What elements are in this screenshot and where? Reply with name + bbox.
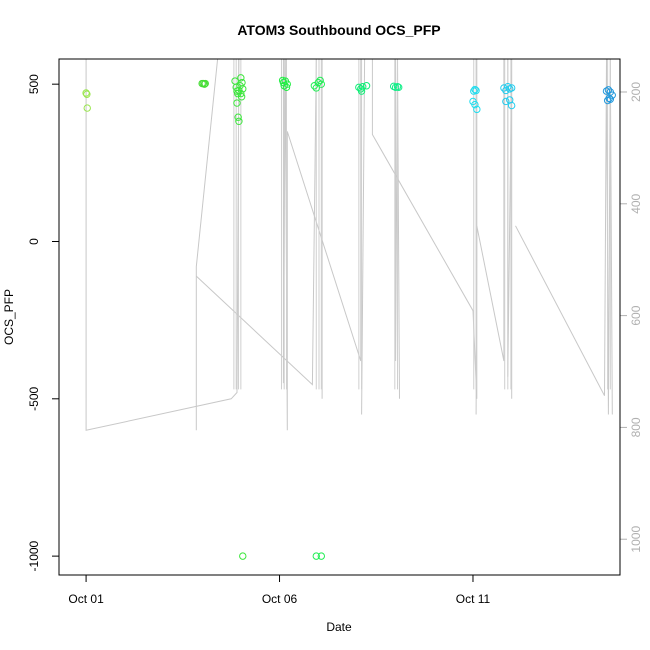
track-line: [282, 58, 362, 431]
data-point: [237, 89, 245, 98]
y-tick-label: 500: [27, 74, 41, 94]
x-tick-label: Oct 06: [262, 592, 298, 606]
data-point: [282, 83, 291, 92]
track-line: [395, 58, 400, 399]
data-point: [471, 85, 479, 94]
x-tick-label: Oct 11: [456, 592, 491, 606]
data-point: [83, 90, 91, 98]
data-point: [502, 97, 510, 106]
data-point: [237, 74, 245, 82]
x-axis: Oct 01 Oct 06 Oct 11: [68, 575, 491, 606]
right-tick-label: 600: [629, 305, 643, 325]
data-points: [82, 74, 616, 560]
right-tick-label: 1000: [629, 526, 643, 553]
data-point: [237, 93, 246, 101]
x-axis-label: Date: [326, 620, 352, 634]
track-line: [195, 58, 219, 431]
data-point: [394, 83, 403, 92]
data-point: [471, 100, 479, 109]
y-axis: 500 0 -500 -1000: [27, 74, 59, 571]
y-tick-label: 0: [27, 238, 41, 245]
data-point: [239, 552, 247, 560]
data-point: [234, 113, 242, 121]
plot-frame: [58, 58, 621, 576]
track-line: [195, 58, 317, 386]
y-axis-label: OCS_PFP: [2, 289, 16, 345]
data-point: [83, 104, 91, 112]
data-point: [283, 80, 291, 88]
data-point: [201, 79, 209, 88]
data-point: [312, 552, 320, 560]
right-axis: 200 400 600 800 1000: [620, 82, 643, 553]
right-tick-label: 400: [629, 193, 643, 213]
data-point: [235, 117, 243, 125]
data-point: [317, 80, 326, 88]
data-point: [200, 80, 209, 88]
data-point: [82, 89, 90, 97]
data-point: [604, 86, 613, 94]
y-tick-label: -500: [27, 386, 41, 410]
x-tick-label: Oct 01: [68, 592, 104, 606]
data-point: [504, 82, 512, 91]
data-point: [316, 76, 324, 85]
right-tick-label: 200: [629, 82, 643, 102]
right-tick-label: 800: [629, 417, 643, 437]
data-point: [359, 82, 367, 91]
data-point: [507, 101, 516, 110]
track-line: [85, 58, 240, 431]
data-point: [357, 87, 366, 95]
y-tick-label: -1000: [27, 540, 41, 571]
data-point: [238, 78, 246, 87]
data-point: [317, 552, 326, 560]
data-point: [472, 86, 480, 95]
chart-title: ATOM3 Southbound OCS_PFP: [237, 22, 440, 38]
data-point: [605, 94, 613, 103]
data-point: [233, 99, 241, 107]
data-point: [473, 105, 481, 114]
data-point: [362, 82, 371, 90]
data-point: [602, 87, 611, 95]
data-point: [507, 84, 516, 92]
data-point: [606, 95, 615, 103]
